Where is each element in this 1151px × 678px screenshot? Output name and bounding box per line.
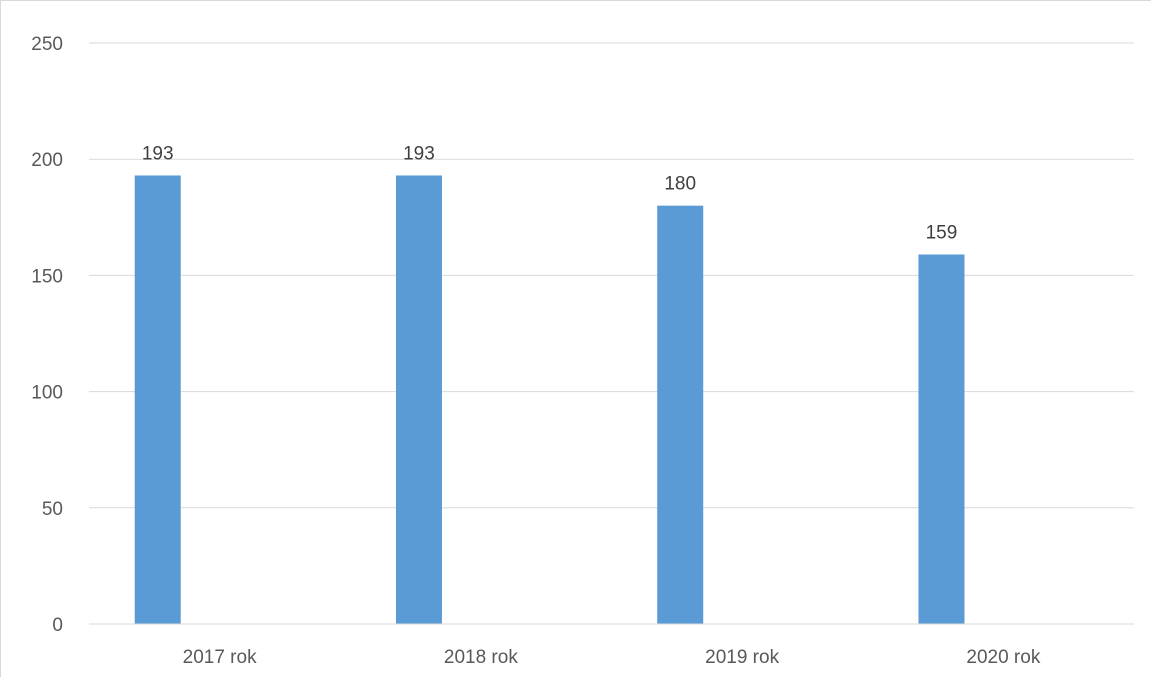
y-axis-ticks: 0 50 100 150 200 250 [31, 34, 63, 636]
data-label: 159 [926, 222, 958, 243]
y-tick-label: 150 [31, 266, 63, 287]
bar [395, 175, 442, 624]
bar [918, 254, 965, 624]
x-tick-label: 2017 rok [183, 647, 257, 668]
bar [657, 205, 704, 624]
y-tick-label: 50 [42, 499, 63, 520]
x-axis-ticks: 2017 rok 2018 rok 2019 rok 2020 rok [183, 647, 1041, 668]
gridlines [89, 42, 1134, 509]
y-tick-label: 0 [52, 615, 63, 636]
bars [134, 175, 965, 624]
x-tick-label: 2018 rok [444, 647, 518, 668]
data-label: 193 [403, 143, 435, 164]
y-tick-label: 200 [31, 150, 63, 171]
data-labels: 193 193 180 159 [142, 143, 957, 243]
y-tick-label: 250 [31, 34, 63, 55]
x-tick-label: 2020 rok [966, 647, 1040, 668]
x-tick-label: 2019 rok [705, 647, 779, 668]
data-label: 180 [664, 174, 696, 195]
data-label: 193 [142, 143, 174, 164]
bar [134, 175, 181, 624]
y-tick-label: 100 [31, 383, 63, 404]
